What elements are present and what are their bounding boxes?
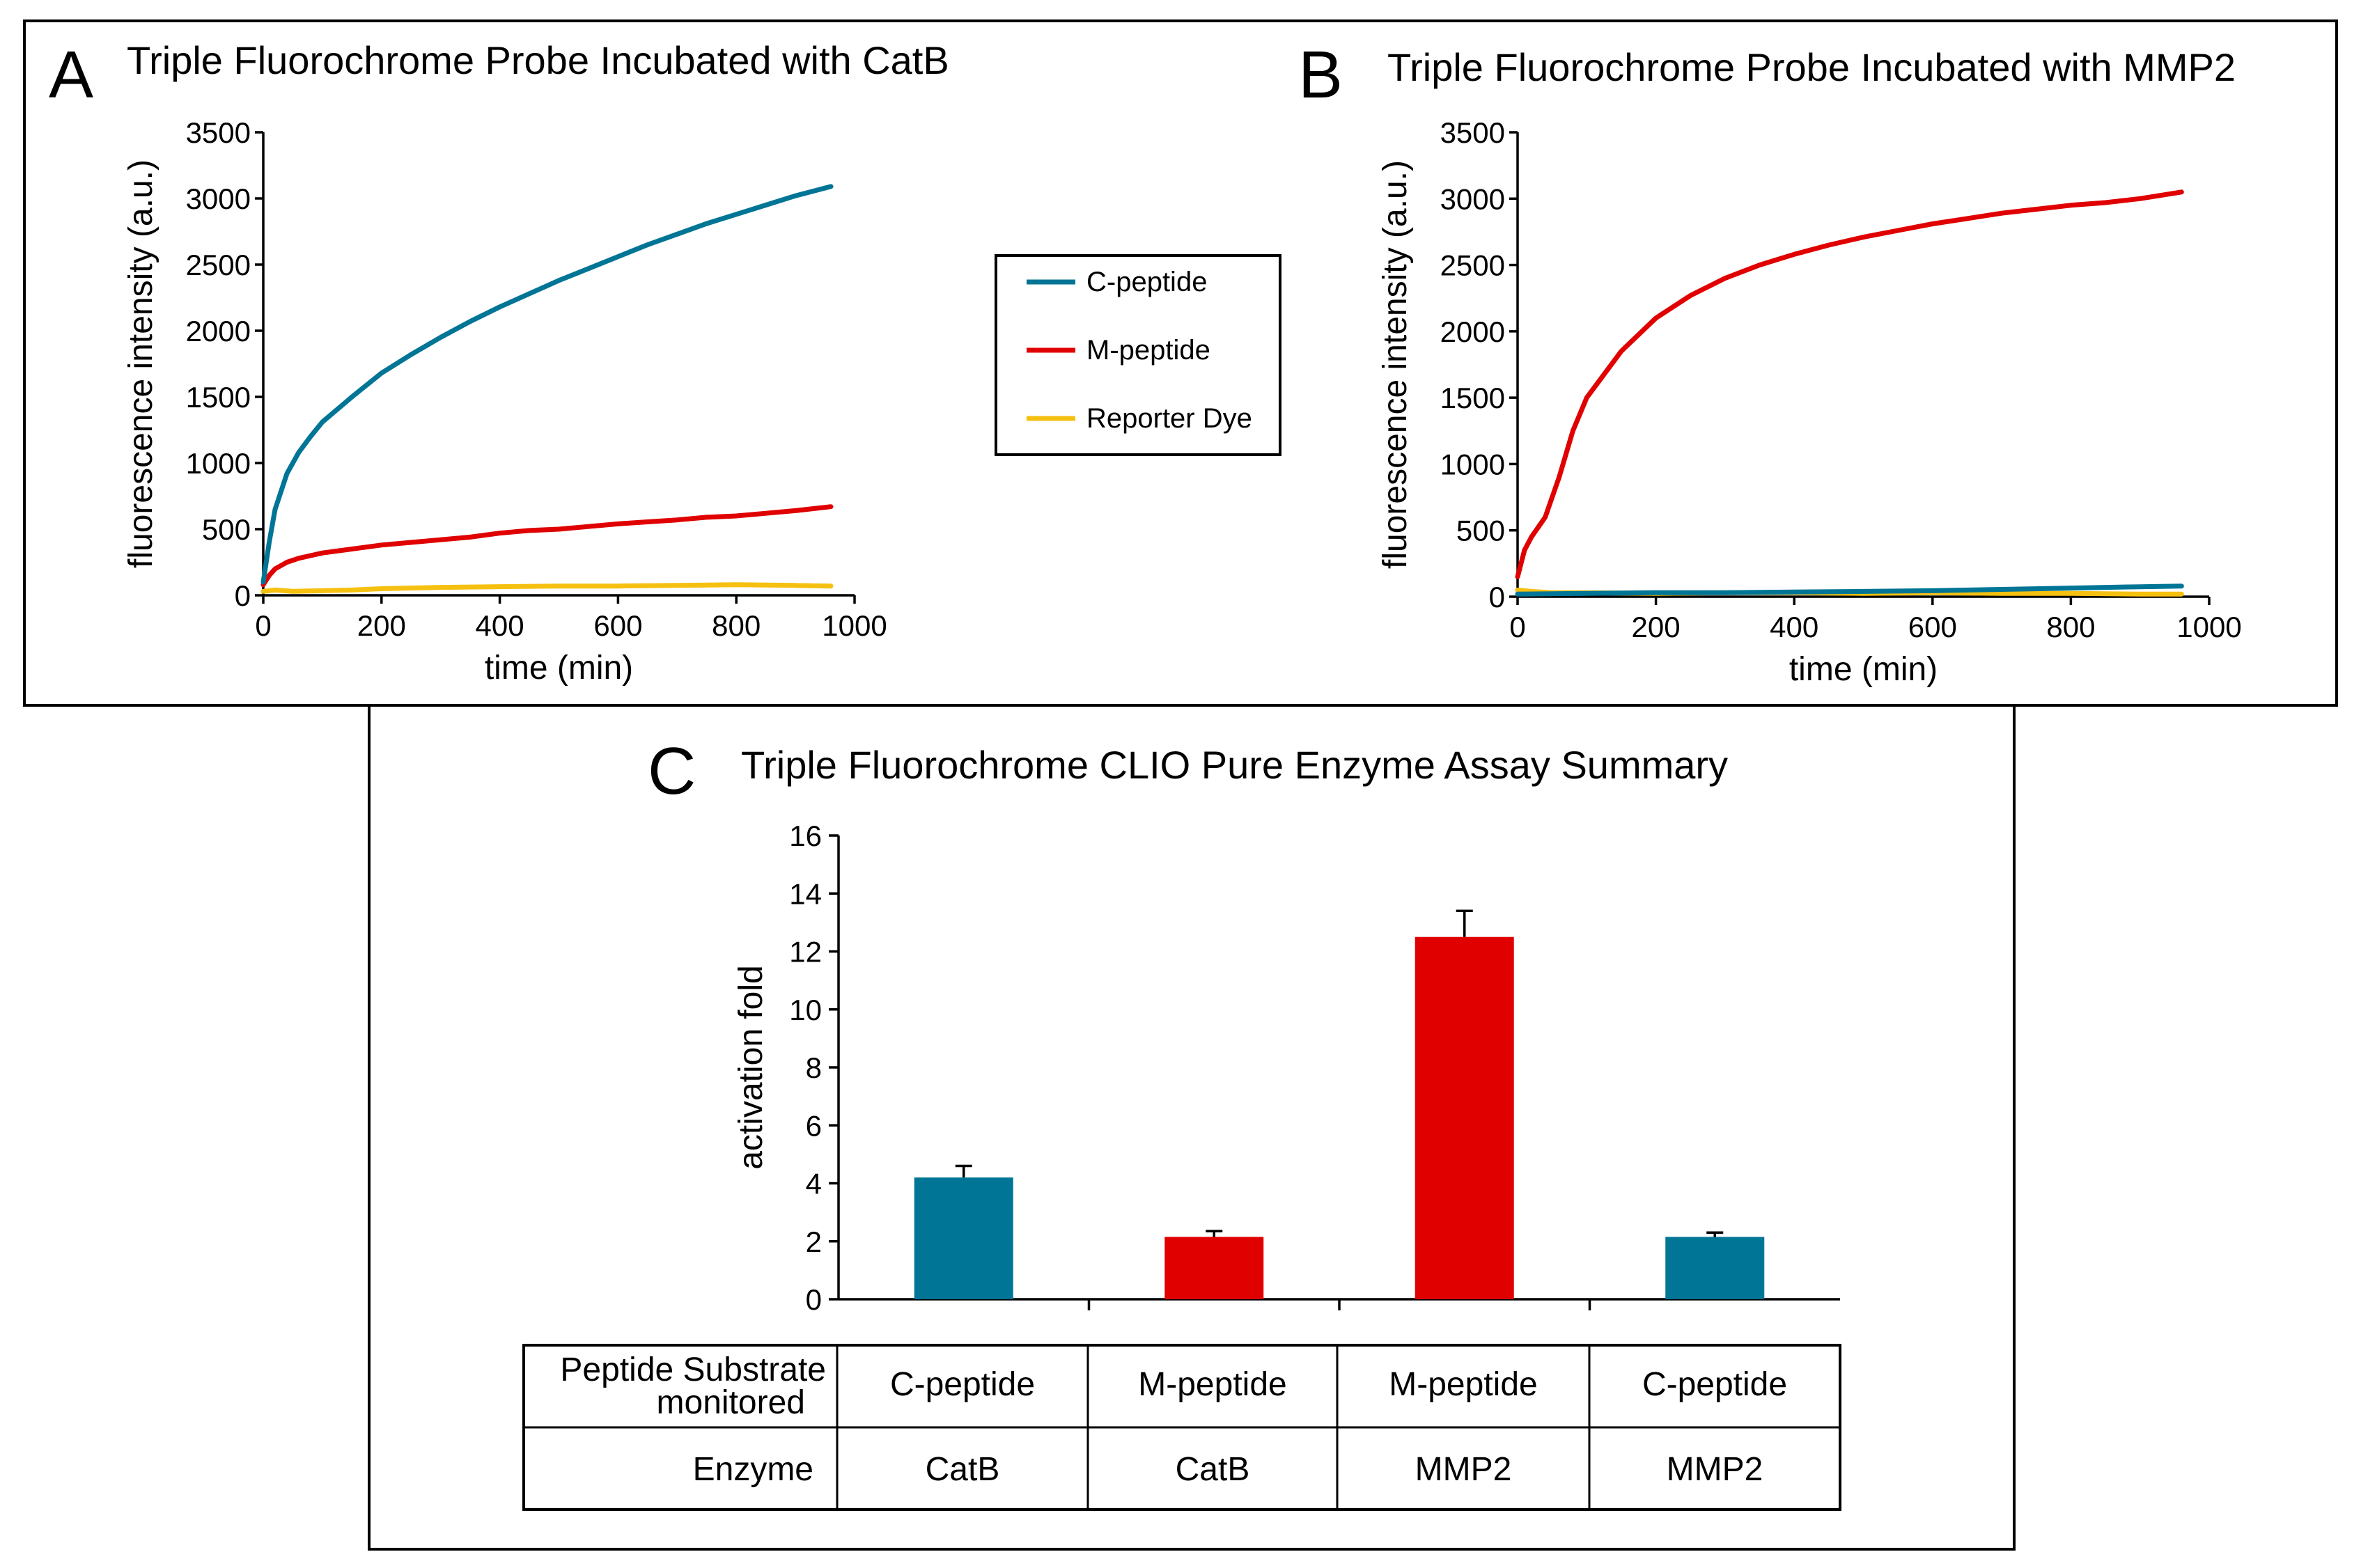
y-tick-label: 8 [806, 1051, 822, 1084]
y-tick-label: 0 [1489, 581, 1505, 613]
x-tick-label: 800 [712, 609, 761, 642]
y-tick-label: 0 [235, 579, 251, 612]
panel-a: A Triple Fluorochrome Probe Incubated wi… [49, 38, 949, 687]
table-row2-header: Enzyme [693, 1451, 813, 1488]
table-substrate-cell: M-peptide [1389, 1366, 1537, 1403]
x-tick-label: 200 [1632, 611, 1681, 643]
y-tick-label: 1500 [186, 381, 251, 414]
y-tick-label: 1000 [1440, 448, 1505, 480]
x-tick-label: 1000 [822, 609, 887, 642]
y-tick-label: 2500 [1440, 249, 1505, 282]
panel-a-plot: 0 500 1000 1500 2000 2500 3000 3500 0 200 400 600 80… [123, 116, 887, 687]
table-substrate-cell: C-peptide [890, 1366, 1035, 1403]
y-tick-label: 500 [1456, 515, 1505, 547]
panel-a-letter: A [49, 38, 93, 112]
y-axis-title: fluorescence intensity (a.u.) [123, 159, 159, 568]
panel-c-plot: 0 2 4 6 8 10 12 14 16 activation fold [733, 820, 1840, 1316]
x-tick-label: 1000 [2176, 611, 2241, 643]
y-tick-label: 3500 [1440, 116, 1505, 149]
panel-a-title: Triple Fluorochrome Probe Incubated with… [127, 38, 949, 82]
series-line-reporter-dye [260, 582, 834, 594]
summary-table: Peptide Substrate monitored Enzyme C-pep… [522, 1344, 1841, 1511]
x-tick-label: 400 [1770, 611, 1818, 643]
series-line-m-peptide [260, 504, 834, 588]
series-line-c-peptide [260, 184, 834, 585]
y-tick-label: 2000 [1440, 315, 1505, 348]
legend-label-m-peptide: M-peptide [1086, 335, 1210, 366]
table-substrate-cell: C-peptide [1642, 1366, 1787, 1403]
y-tick-label: 500 [202, 513, 251, 546]
y-tick-label: 3000 [186, 182, 251, 215]
y-tick-label: 3000 [1440, 182, 1505, 215]
y-tick-label: 3500 [186, 116, 251, 149]
legend-box [995, 254, 1281, 456]
y-axis-title: activation fold [733, 965, 770, 1170]
y-tick-label: 4 [806, 1168, 822, 1200]
table-substrate-cell: M-peptide [1138, 1366, 1286, 1403]
x-tick-label: 600 [593, 609, 642, 642]
table-enzyme-cell: CatB [926, 1451, 1000, 1488]
table-row1-header-line2: monitored [657, 1384, 805, 1421]
table-enzyme-cell: MMP2 [1667, 1451, 1763, 1488]
table-enzyme-cell: MMP2 [1415, 1451, 1512, 1488]
x-tick-label: 0 [255, 609, 271, 642]
y-tick-label: 2500 [186, 249, 251, 281]
x-axis-title: time (min) [1789, 651, 1938, 688]
x-tick-label: 600 [1908, 611, 1957, 643]
y-tick-label: 16 [789, 820, 822, 852]
panel-c-letter: C [648, 734, 696, 808]
panel-b-plot: 0 500 1000 1500 2000 2500 3000 3500 0 200 400 600 80… [1377, 116, 2242, 688]
bottom-panel-frame [368, 704, 2016, 1551]
legend: C-peptide M-peptide Reporter Dye [995, 254, 1281, 456]
x-tick-label: 0 [1509, 611, 1525, 643]
bar-c-peptide-mmp2 [1665, 1237, 1765, 1299]
bar-c-peptide-catb [914, 1177, 1013, 1299]
legend-label-reporter-dye: Reporter Dye [1086, 403, 1252, 434]
panel-b: B Triple Fluorochrome Probe Incubated wi… [1298, 38, 2242, 688]
y-tick-label: 1000 [186, 447, 251, 480]
y-tick-label: 1500 [1440, 382, 1505, 414]
x-tick-label: 800 [2046, 611, 2095, 643]
series-line-m-peptide [1515, 189, 2184, 579]
y-tick-label: 6 [806, 1109, 822, 1142]
bar-m-peptide-catb [1164, 1237, 1264, 1299]
x-tick-label: 200 [357, 609, 406, 642]
panel-c: C Triple Fluorochrome CLIO Pure Enzyme A… [648, 734, 1840, 1316]
y-tick-label: 10 [789, 994, 822, 1026]
series-line-c-peptide [1515, 583, 2184, 597]
panel-c-title: Triple Fluorochrome CLIO Pure Enzyme Ass… [741, 743, 1728, 787]
y-tick-label: 12 [789, 936, 822, 969]
y-tick-label: 2000 [186, 315, 251, 347]
x-axis-title: time (min) [485, 650, 633, 687]
y-tick-label: 14 [789, 877, 822, 910]
x-tick-label: 400 [476, 609, 524, 642]
y-axis-title: fluorescence intensity (a.u.) [1377, 160, 1414, 569]
panel-b-letter: B [1298, 38, 1343, 112]
panel-b-title: Triple Fluorochrome Probe Incubated with… [1387, 45, 2236, 89]
y-tick-label: 0 [806, 1283, 822, 1316]
legend-label-c-peptide: C-peptide [1086, 267, 1207, 297]
table-row1-header-line1: Peptide Substrate [560, 1351, 826, 1388]
table-enzyme-cell: CatB [1176, 1451, 1250, 1488]
bar-m-peptide-mmp2 [1415, 936, 1514, 1299]
y-tick-label: 2 [806, 1225, 822, 1258]
